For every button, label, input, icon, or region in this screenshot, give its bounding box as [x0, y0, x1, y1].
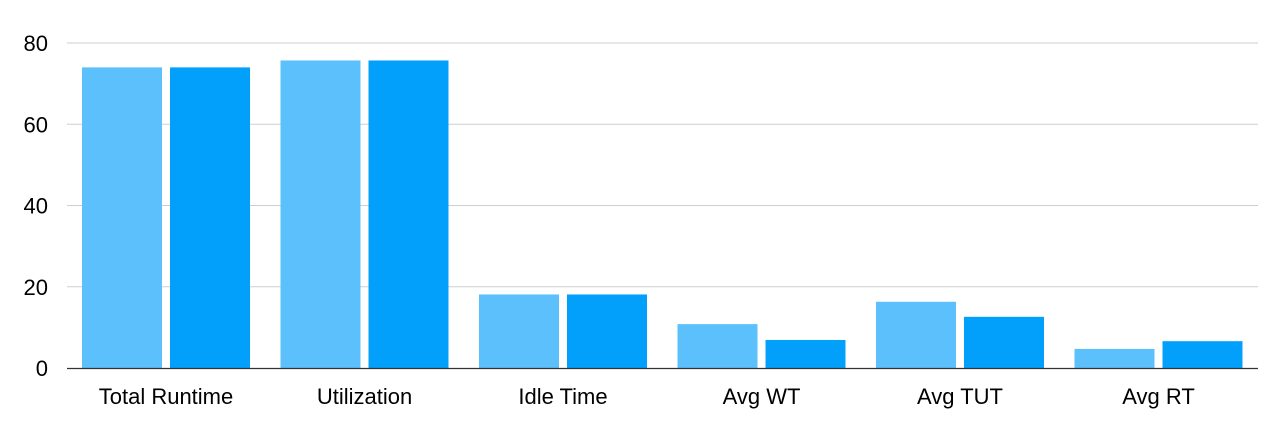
- bar-idle-time-series-1: [479, 294, 559, 368]
- bar-avg-wt-series-1: [677, 324, 758, 368]
- bar-utilization-series-2: [368, 60, 449, 368]
- bar-idle-time-series-2: [567, 294, 647, 368]
- x-category-label: Avg TUT: [917, 384, 1003, 409]
- x-category-label: Avg WT: [723, 384, 801, 409]
- y-tick-label: 0: [36, 356, 48, 381]
- bar-avg-rt-series-2: [1162, 341, 1243, 368]
- y-tick-label: 80: [24, 31, 48, 56]
- x-category-labels: Total Runtime Utilization Idle Time Avg WT A…: [99, 384, 1195, 409]
- x-category-label: Utilization: [317, 384, 412, 409]
- x-category-label: Idle Time: [518, 384, 607, 409]
- bar-avg-tut-series-1: [876, 301, 956, 368]
- bar-utilization-series-1: [280, 60, 361, 368]
- bar-avg-rt-series-1: [1074, 348, 1155, 368]
- gridlines: [67, 42, 1258, 288]
- bar-avg-tut-series-2: [964, 316, 1044, 368]
- y-tick-label: 60: [24, 112, 48, 137]
- x-category-label: Avg RT: [1122, 384, 1195, 409]
- x-category-label: Total Runtime: [99, 384, 234, 409]
- y-tick-labels: 0 20 40 60 80: [24, 31, 48, 381]
- bars: [82, 60, 1243, 368]
- bar-total-runtime-series-2: [170, 67, 250, 368]
- bar-total-runtime-series-1: [82, 67, 162, 368]
- y-tick-label: 20: [24, 275, 48, 300]
- y-tick-label: 40: [24, 194, 48, 219]
- bar-avg-wt-series-2: [765, 339, 846, 368]
